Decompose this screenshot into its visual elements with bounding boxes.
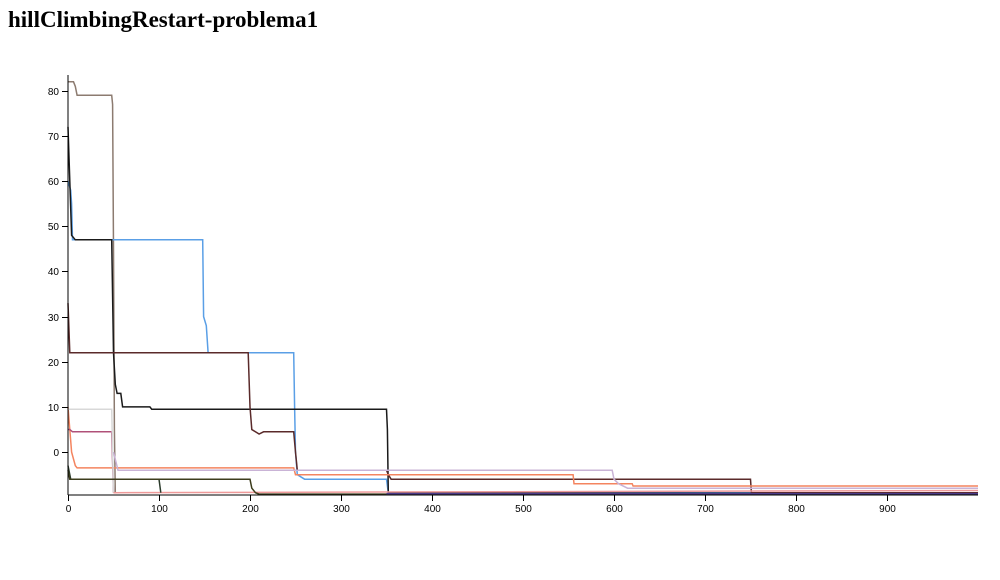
series-line-11 (67, 470, 978, 495)
x-tick-label: 700 (697, 504, 714, 515)
series-line-5 (67, 406, 978, 487)
y-tick-label: 0 (53, 448, 59, 459)
x-tick-label: 300 (333, 504, 350, 515)
y-tick-label: 70 (48, 132, 60, 143)
series-line-2 (67, 180, 978, 494)
x-tick-label: 600 (606, 504, 623, 515)
x-tick-label: 800 (788, 504, 805, 515)
series-line-7 (68, 408, 115, 493)
y-tick-label: 60 (48, 177, 60, 188)
x-tick-label: 900 (879, 504, 896, 515)
plot-lines (67, 81, 979, 495)
x-tick-label: 100 (151, 504, 168, 515)
x-tick-label: 0 (66, 504, 72, 515)
series-line-4 (67, 303, 978, 494)
x-axis-ticks: 0 100 200 300 400 500 600 700 800 900 (66, 495, 896, 515)
y-tick-label: 10 (48, 403, 60, 414)
series-line-3 (67, 126, 979, 495)
series-line-8 (112, 451, 978, 489)
series-line-9 (113, 489, 979, 494)
page-title: hillClimbingRestart-problema1 (8, 7, 319, 32)
x-tick-label: 200 (242, 504, 259, 515)
y-tick-label: 50 (48, 222, 60, 233)
y-axis-ticks: 0 10 20 30 40 50 60 70 80 (48, 87, 68, 459)
x-tick-label: 400 (424, 504, 441, 515)
y-tick-label: 30 (48, 313, 60, 324)
y-tick-label: 40 (48, 267, 60, 278)
x-tick-label: 500 (515, 504, 532, 515)
y-tick-label: 20 (48, 358, 60, 369)
y-tick-label: 80 (48, 87, 60, 98)
